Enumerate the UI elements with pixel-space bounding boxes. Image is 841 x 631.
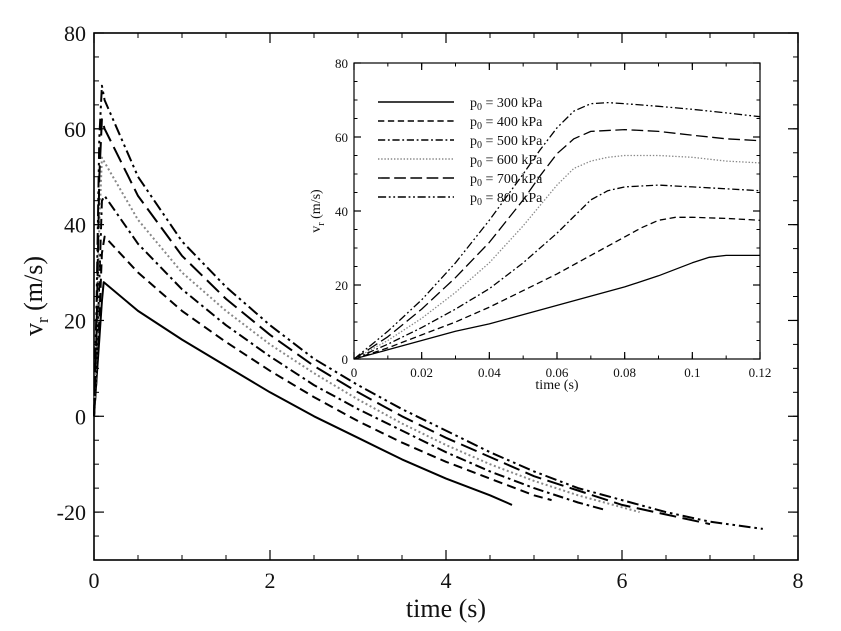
inset-y-axis-title: vr (m/s) (309, 189, 327, 233)
main-series-line-1 (93, 281, 513, 506)
main-y-axis-title: vr (m/s) (19, 256, 52, 336)
main-y-tick-label: -20 (57, 500, 86, 525)
main-x-tick-label: 8 (793, 568, 804, 593)
legend-label-sub: 0 (477, 178, 482, 189)
legend-label-prefix: p (470, 134, 477, 149)
inset-y-tick-label: 20 (335, 278, 348, 293)
legend-label-prefix: p (470, 96, 477, 111)
main-x-axis-title: time (s) (406, 594, 486, 623)
main-axes-group: 0 2 4 6 8 -20 0 20 40 60 80 (57, 21, 804, 593)
main-y-axis-title-sub: r (33, 317, 52, 323)
main-y-tick-label: 20 (64, 308, 86, 333)
main-series-line-3 (93, 194, 605, 511)
inset-y-tick-label: 0 (342, 352, 349, 367)
inset-y-tick-label: 40 (335, 204, 348, 219)
inset-legend-label-5: p0 = 700 kPa (470, 172, 543, 189)
inset-y-axis-title-unit: (m/s) (309, 189, 324, 222)
inset-series-line-4 (353, 154, 761, 360)
main-x-tick-label: 0 (89, 568, 100, 593)
inset-x-tick-label: 0.06 (546, 365, 569, 380)
inset-series-line-5 (353, 128, 761, 360)
inset-legend-label-1: p0 = 300 kPa (470, 96, 543, 113)
main-y-tick-label: 40 (64, 213, 86, 238)
inset-x-tick-label: 0.02 (410, 365, 433, 380)
main-x-tick-label: 6 (617, 568, 628, 593)
inset-legend-label-6: p0 = 800 kPa (470, 191, 543, 208)
main-series-line-5 (93, 118, 711, 526)
main-y-axis-title-main: v (19, 323, 48, 336)
legend-label-suffix: = 700 kPa (482, 172, 543, 187)
inset-x-tick-label: 0.08 (613, 365, 636, 380)
legend-label-sub: 0 (477, 159, 482, 170)
legend-label-sub: 0 (477, 121, 482, 132)
inset-series-line-3 (353, 184, 761, 360)
legend-label-suffix: = 500 kPa (482, 134, 543, 149)
inset-x-tick-label: 0.12 (749, 365, 772, 380)
legend-label-sub: 0 (477, 102, 482, 113)
inset-x-tick-label: 0 (351, 365, 358, 380)
legend-label-suffix: = 600 kPa (482, 153, 543, 168)
inset-y-tick-label: 60 (335, 130, 348, 145)
main-y-axis-title-unit: (m/s) (19, 256, 48, 317)
main-series-line-6 (93, 84, 763, 530)
inset-x-tick-label: 0.1 (684, 365, 700, 380)
legend-label-sub: 0 (477, 140, 482, 151)
legend-label-prefix: p (470, 172, 477, 187)
inset-legend-label-2: p0 = 400 kPa (470, 115, 543, 132)
legend-label-prefix: p (470, 191, 477, 206)
inset-series-line-6 (353, 101, 761, 360)
inset-x-axis-title: time (s) (535, 378, 578, 393)
inset-y-axis-title-sub: r (316, 222, 327, 226)
main-series-line-2 (93, 235, 552, 502)
main-series-line-4 (93, 156, 640, 514)
main-x-tick-label: 4 (441, 568, 452, 593)
main-series-group (93, 84, 763, 530)
main-y-tick-label: 80 (64, 21, 86, 46)
legend-label-prefix: p (470, 115, 477, 130)
inset-axes-group: 0 0.02 0.04 0.06 0.08 0.1 0.12 0 20 40 60 80 (335, 56, 771, 380)
legend-label-suffix: = 300 kPa (482, 96, 543, 111)
inset-y-tick-label: 80 (335, 56, 348, 71)
main-y-tick-label: 60 (64, 117, 86, 142)
legend-label-suffix: = 800 kPa (482, 191, 543, 206)
main-y-tick-label: 0 (75, 404, 86, 429)
inset-x-tick-label: 0.04 (478, 365, 501, 380)
inset-legend-label-3: p0 = 500 kPa (470, 134, 543, 151)
inset-series-line-1 (353, 254, 760, 360)
main-x-tick-label: 2 (265, 568, 276, 593)
inset-series-group (353, 101, 761, 360)
legend-label-suffix: = 400 kPa (482, 115, 543, 130)
legend-label-prefix: p (470, 153, 477, 168)
inset-series-line-2 (353, 216, 761, 360)
legend-label-sub: 0 (477, 197, 482, 208)
inset-y-axis-title-main: v (309, 226, 324, 233)
inset-legend-label-4: p0 = 600 kPa (470, 153, 543, 170)
